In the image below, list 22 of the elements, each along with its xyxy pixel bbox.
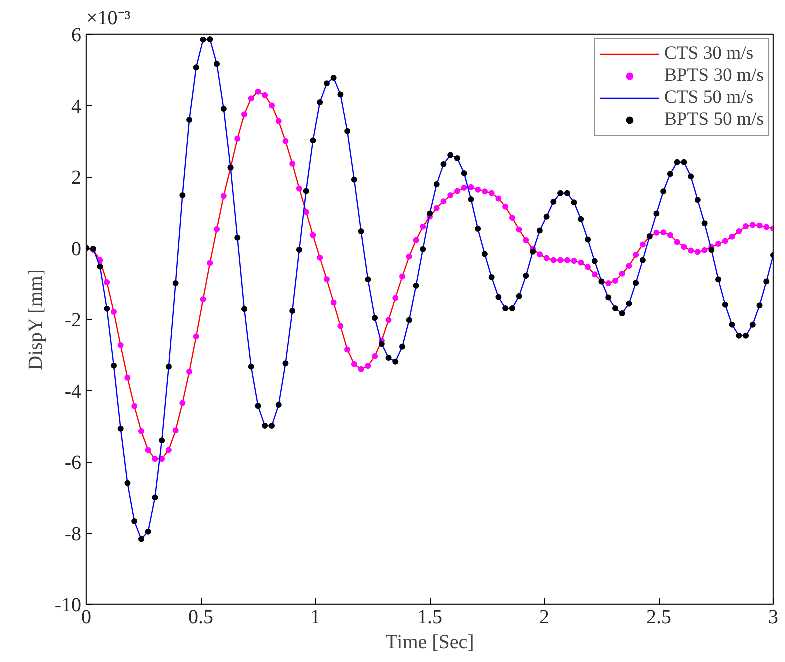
y-tick-label: 2 [72, 167, 82, 189]
legend-label: BPTS 30 m/s [664, 65, 764, 87]
y-axis-title: DispY [mm] [24, 269, 47, 370]
y-tick-label: 4 [72, 96, 82, 118]
x-tick-label: 2.5 [646, 606, 672, 628]
y-tick-label: -10 [54, 594, 82, 616]
y-tick-label: -6 [64, 452, 82, 474]
x-tick-label: 1.5 [418, 606, 442, 628]
x-tick-label: 3 [768, 606, 778, 628]
y-tick-label: 0 [72, 238, 82, 260]
x-axis-title: Time [Sec] [386, 632, 474, 654]
legend-label: CTS 30 m/s [664, 43, 754, 65]
x-tick-label: 1 [310, 606, 320, 628]
y-tick-label: 6 [72, 24, 82, 46]
legend-label: CTS 50 m/s [664, 87, 754, 109]
text: ×10⁻³ [86, 8, 131, 30]
y-tick-label: -4 [64, 380, 82, 403]
x-tick-label: 0.5 [188, 606, 214, 628]
y-tick-label: -2 [64, 310, 82, 332]
y-tick-label: -8 [64, 523, 82, 546]
x-tick-label: 2 [540, 606, 550, 628]
legend-label: BPTS 50 m/s [664, 109, 764, 131]
